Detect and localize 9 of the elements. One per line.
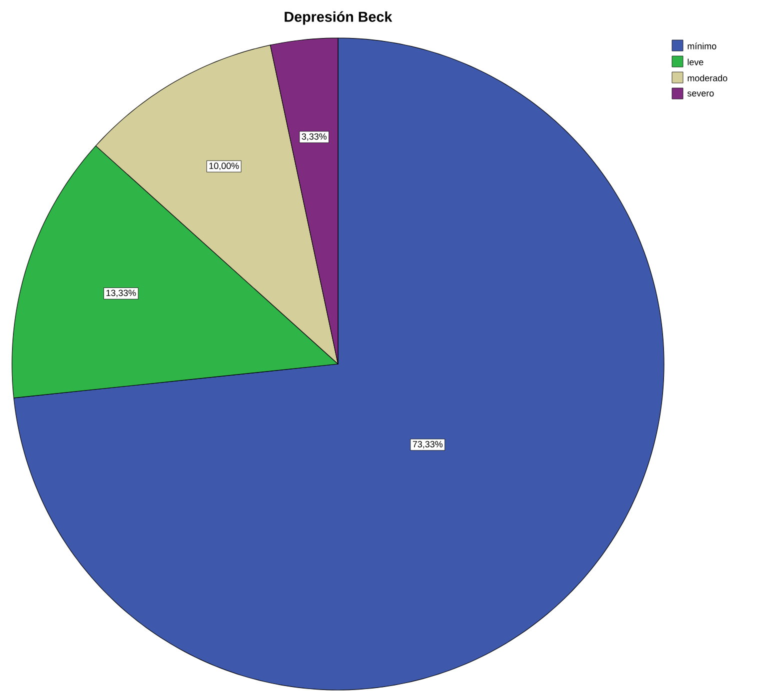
data-label: 10,00%: [209, 162, 239, 170]
data-label: 3,33%: [302, 133, 327, 141]
legend-label: moderado: [688, 74, 728, 82]
data-label: 73,33%: [412, 441, 443, 448]
legend-label: mínimo: [688, 42, 716, 50]
chart-title: Depresión Beck: [284, 11, 392, 25]
legend-label: leve: [688, 58, 704, 66]
legend-label: severo: [687, 92, 714, 96]
data-label: 13,33%: [106, 290, 136, 298]
